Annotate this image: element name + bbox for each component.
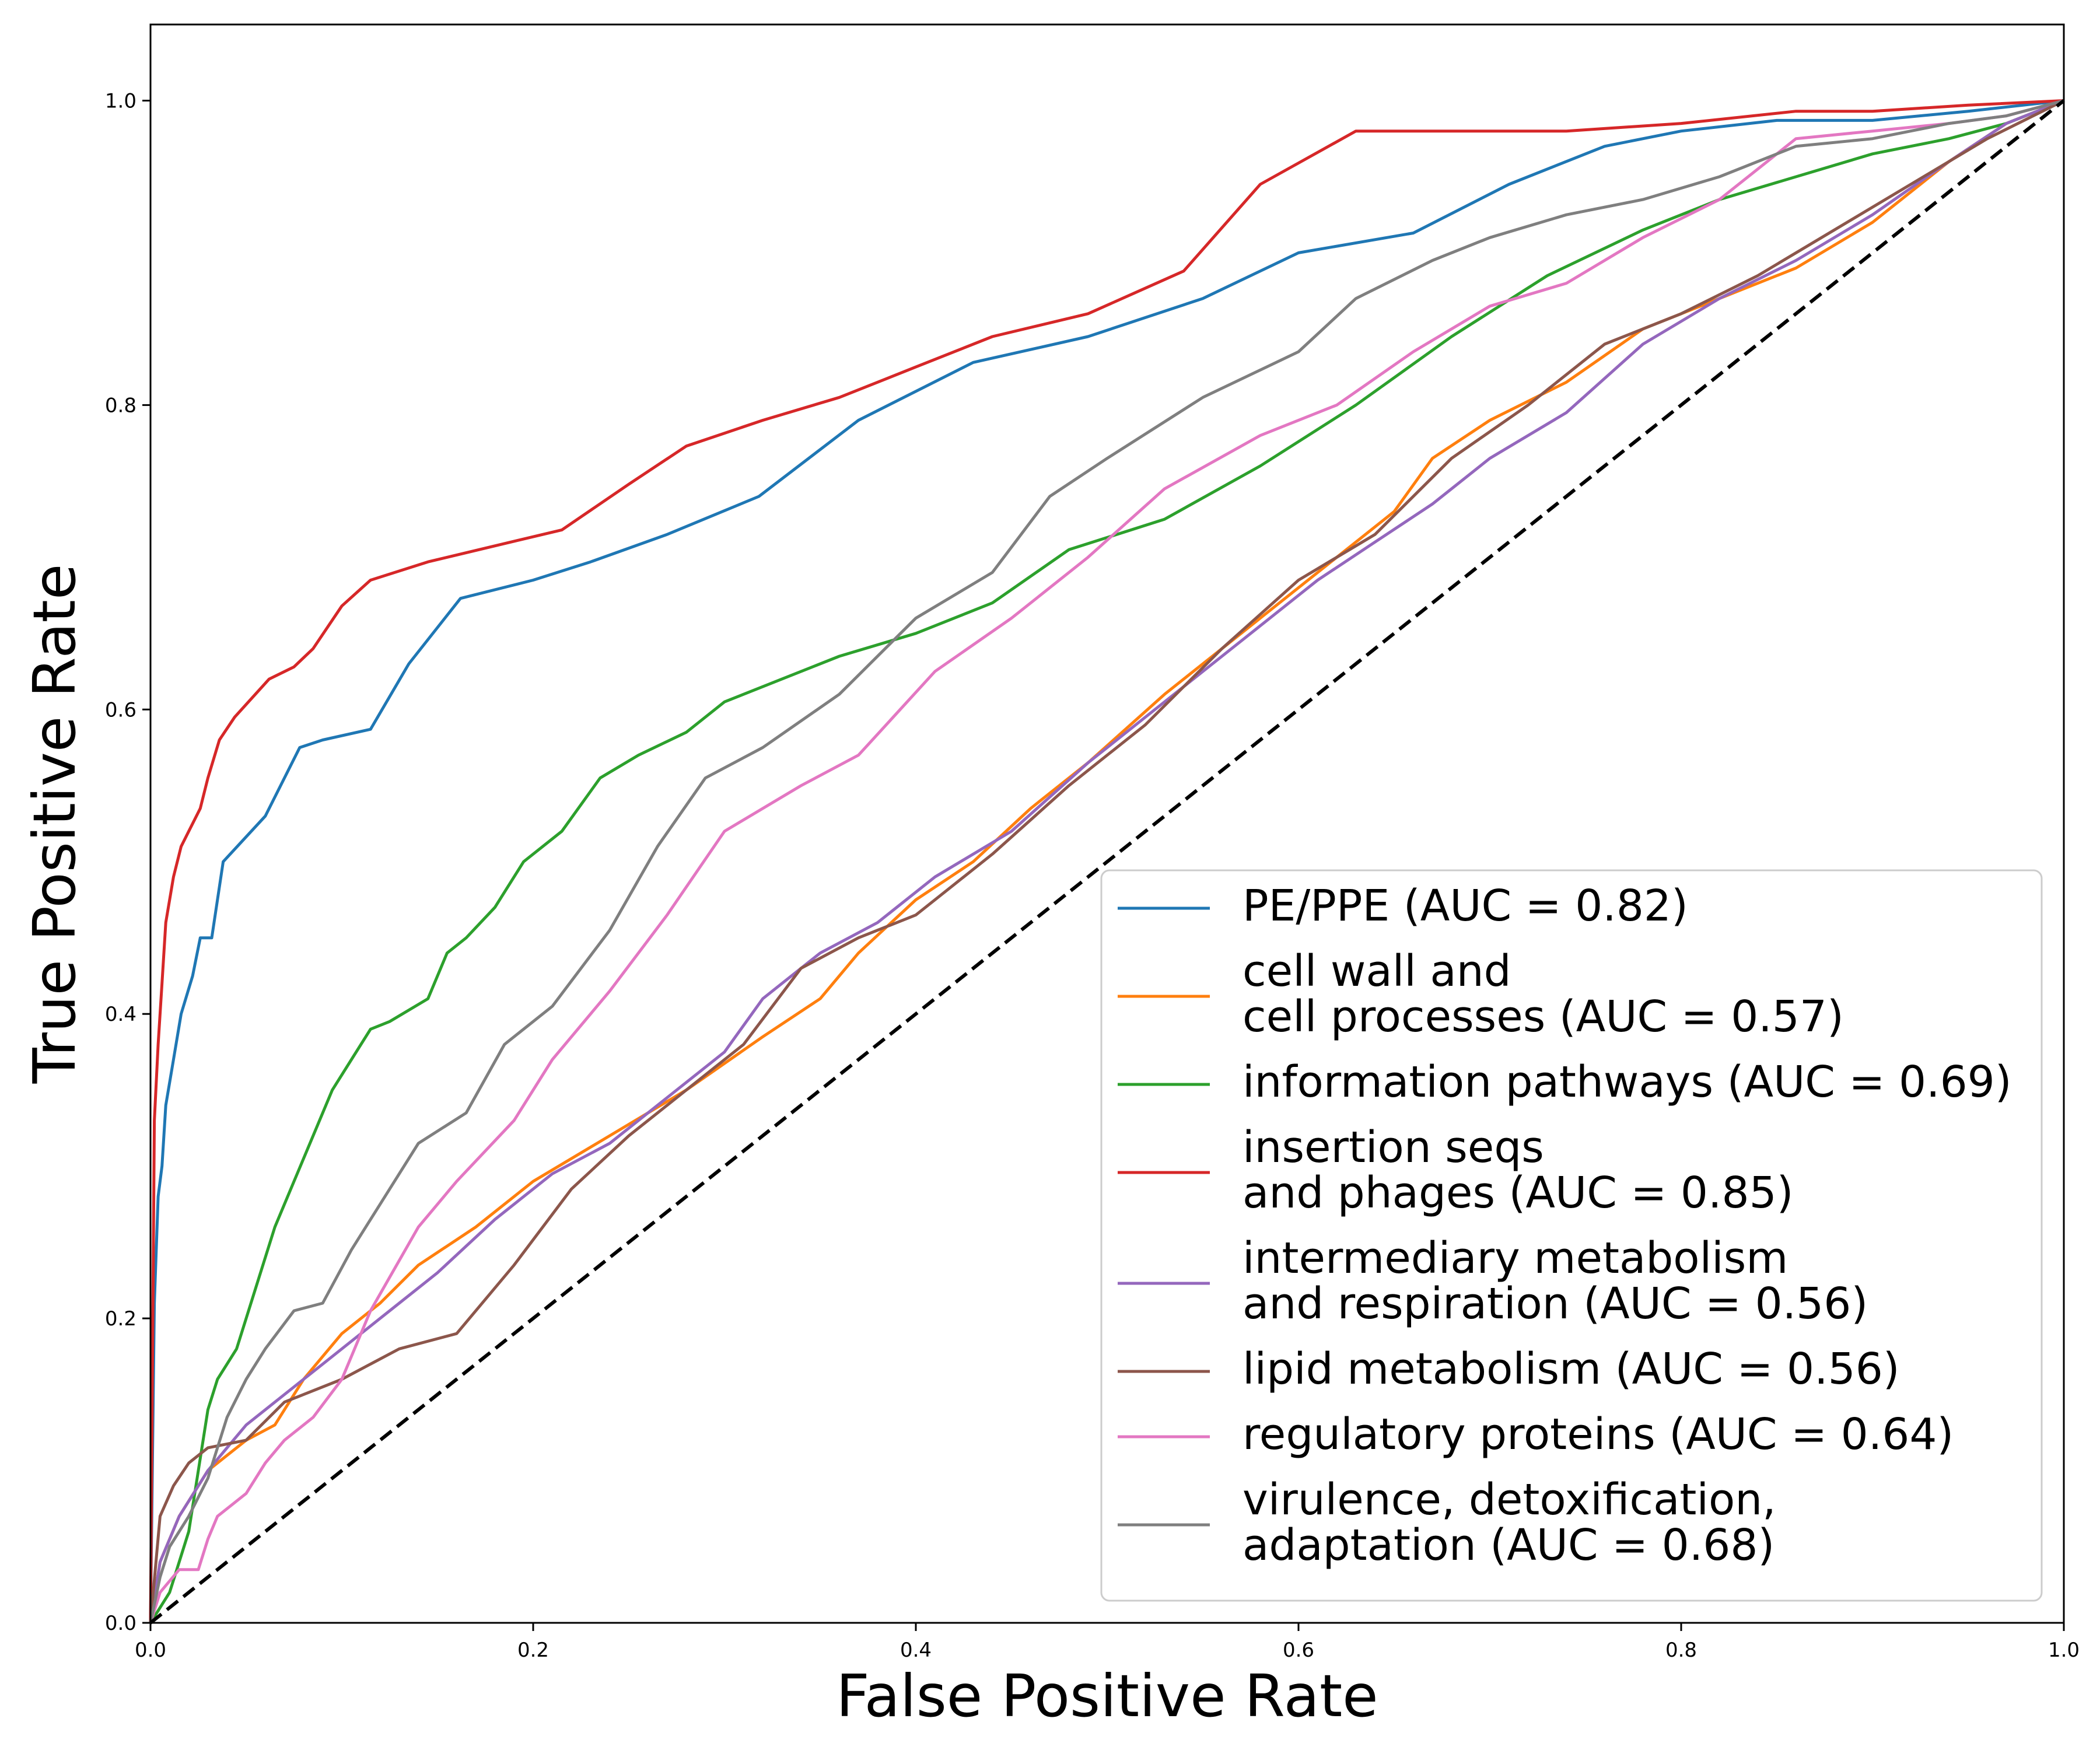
y-tick-label: 0.6 (105, 698, 136, 722)
x-tick-label: 0.8 (1665, 1639, 1697, 1662)
x-tick-label: 0.6 (1283, 1639, 1314, 1662)
y-tick-label: 0.4 (105, 1003, 136, 1026)
series-line-7 (149, 99, 2064, 1623)
series-line-6 (149, 99, 2064, 1623)
series-line-0 (149, 99, 2064, 1623)
x-axis-ticks: 0.0 0.2 0.4 0.6 0.8 1.0 (135, 1623, 2080, 1662)
y-axis-label: True Positive Rate (20, 564, 89, 1084)
legend-label-5: lipid metabolism (AUC = 0.56) (1242, 1344, 1900, 1394)
legend: PE/PPE (AUC = 0.82) cell wall and cell pro… (1100, 869, 2043, 1602)
legend-label-7: virulence, detoxification, adaptation (AU… (1242, 1475, 1776, 1570)
legend-label-2: information pathways (AUC = 0.69) (1242, 1057, 2012, 1107)
x-tick-label: 0.2 (517, 1639, 549, 1662)
y-tick-label: 1.0 (105, 89, 136, 113)
legend-label-6: regulatory proteins (AUC = 0.64) (1242, 1409, 1954, 1460)
series-layer (149, 99, 2065, 1624)
y-axis-ticks: 0.0 0.2 0.4 0.6 0.8 1.0 (105, 89, 150, 1635)
y-tick-label: 0.8 (105, 394, 136, 417)
plot-frame (149, 23, 2065, 1624)
series-line-3 (149, 99, 2064, 1623)
x-tick-label: 0.4 (900, 1639, 932, 1662)
y-tick-label: 0.2 (105, 1307, 136, 1331)
series-line-5 (149, 99, 2065, 1623)
y-tick-label: 0.0 (105, 1612, 136, 1635)
legend-frame (1100, 869, 2043, 1602)
legend-label-0: PE/PPE (AUC = 0.82) (1242, 881, 1688, 931)
x-axis-label: False Positive Rate (836, 1662, 1378, 1730)
legend-label-1: cell wall and cell processes (AUC = 0.57) (1242, 946, 1844, 1042)
x-tick-label: 1.0 (2048, 1639, 2080, 1662)
chance-diagonal-line (149, 99, 2065, 1625)
x-tick-label: 0.0 (135, 1639, 166, 1662)
series-line-4 (149, 99, 2064, 1623)
series-line-2 (149, 99, 2064, 1624)
legend-label-4: intermediary metabolism and respiration (… (1242, 1233, 1868, 1329)
legend-entries: PE/PPE (AUC = 0.82) cell wall and cell pro… (1118, 881, 2012, 1570)
legend-label-3: insertion seqs and phages (AUC = 0.85) (1242, 1122, 1794, 1218)
